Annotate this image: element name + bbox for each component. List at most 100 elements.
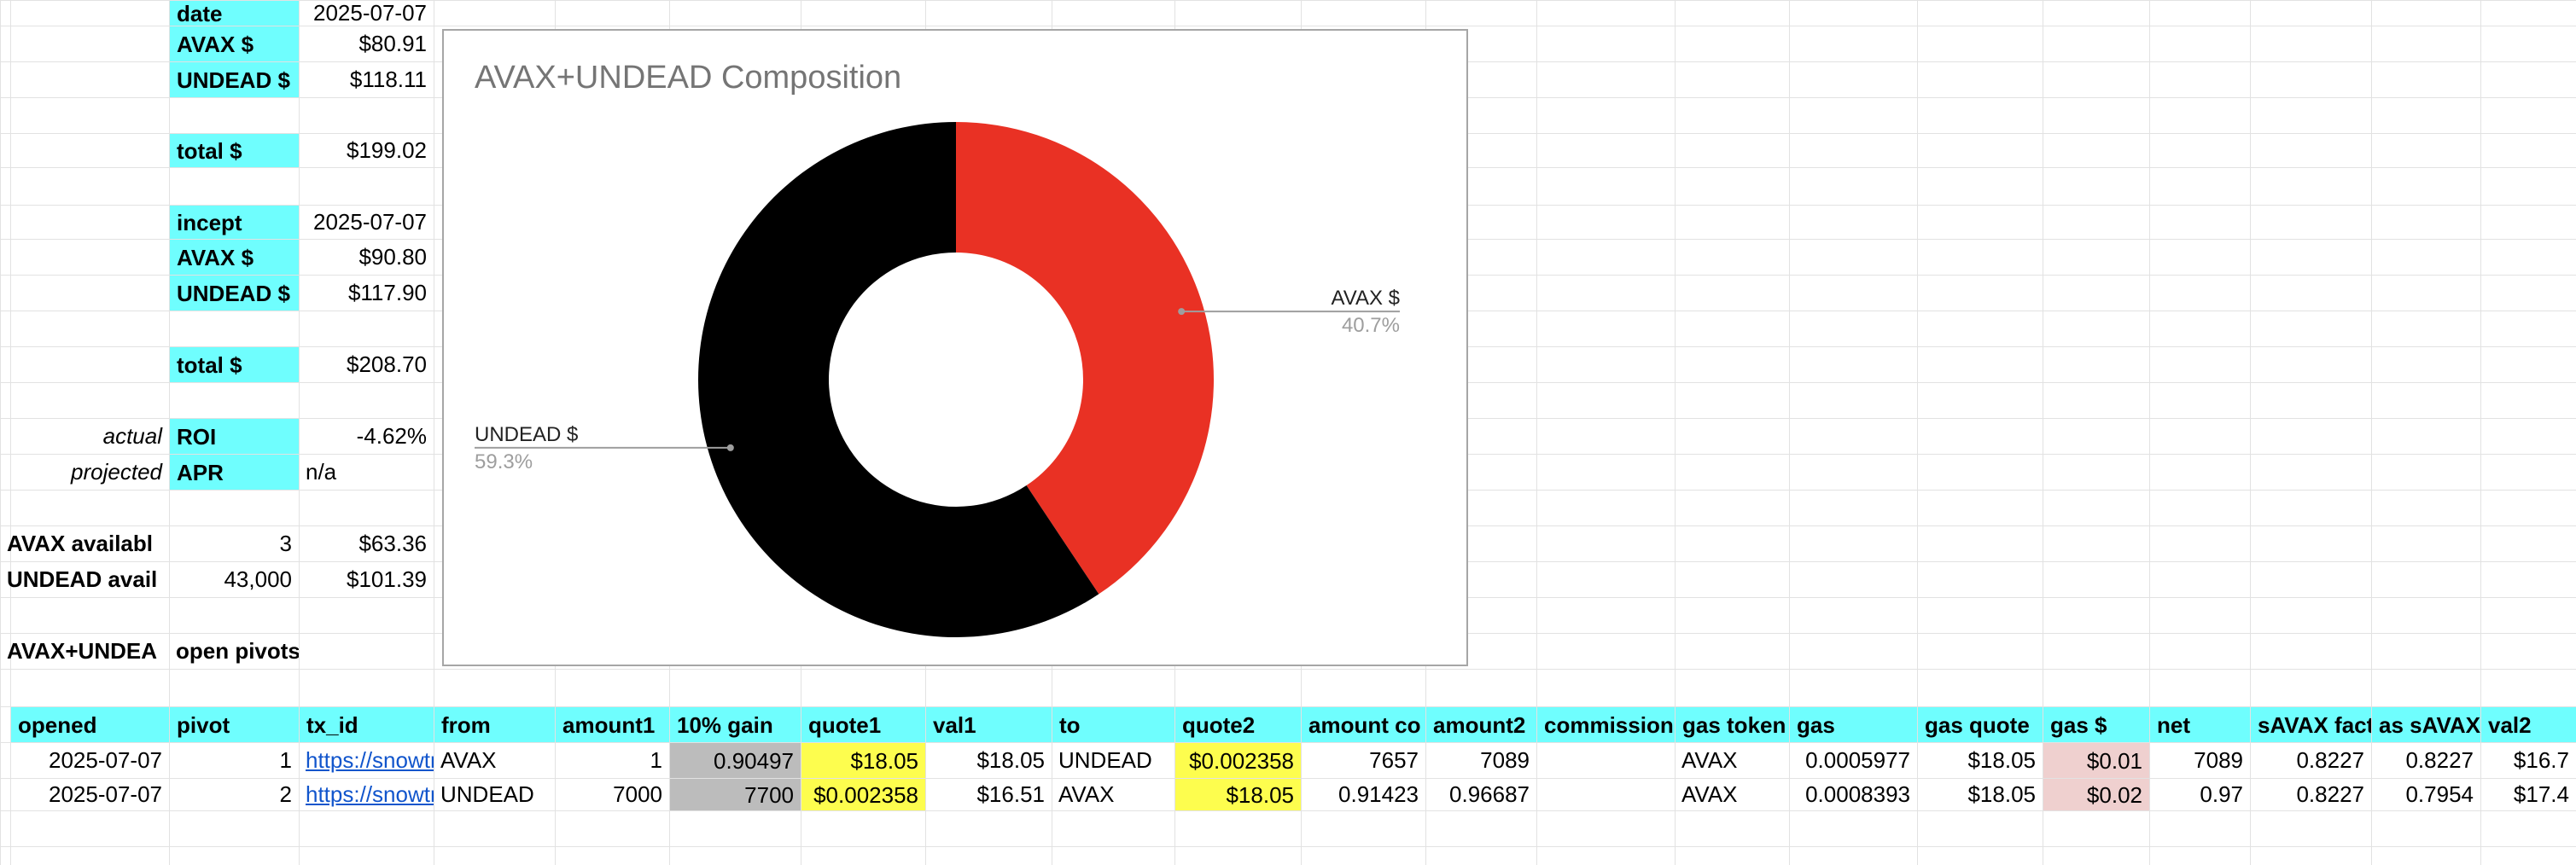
header-val1[interactable]: val1 xyxy=(925,706,1052,742)
header-gas-usd[interactable]: gas $ xyxy=(2043,706,2149,742)
apr-label[interactable]: APR xyxy=(169,454,299,490)
row1-quote2[interactable]: $0.002358 xyxy=(1174,742,1301,778)
header-gain-10pct[interactable]: 10% gain xyxy=(669,706,801,742)
row2-quote1[interactable]: $0.002358 xyxy=(801,778,925,810)
current_avax-label[interactable]: AVAX $ xyxy=(169,26,299,61)
header-tx-id[interactable]: tx_id xyxy=(299,706,434,742)
current_avax-value[interactable]: $80.91 xyxy=(358,31,427,56)
row1-amount-converted[interactable]: 7657 xyxy=(1369,747,1419,773)
row2-gain-10pct[interactable]: 7700 xyxy=(669,778,801,810)
slice-label-0: AVAX $ xyxy=(1332,287,1400,310)
donut-chart-plot: AVAX $ 40.7% UNDEAD $ 59.3% xyxy=(475,122,1400,637)
row1-amount2[interactable]: 7089 xyxy=(1480,747,1530,773)
header-as-savax[interactable]: as sAVAX xyxy=(2371,706,2480,742)
date-value[interactable]: 2025-07-07 xyxy=(313,0,427,26)
current_undead-value[interactable]: $118.11 xyxy=(349,67,427,92)
incept-value[interactable]: 2025-07-07 xyxy=(313,209,427,235)
row2-val2[interactable]: $17.4 xyxy=(2513,781,2569,807)
header-gas-quote[interactable]: gas quote xyxy=(1917,706,2043,742)
incept_avax-label[interactable]: AVAX $ xyxy=(169,239,299,275)
avax-available-usd[interactable]: $63.36 xyxy=(358,531,427,556)
row2-amount2[interactable]: 0.96687 xyxy=(1449,781,1530,807)
row2-gas[interactable]: 0.0008393 xyxy=(1805,781,1910,807)
roi-value[interactable]: -4.62% xyxy=(356,423,427,449)
row2-to[interactable]: AVAX xyxy=(1058,781,1115,807)
row1-as-savax[interactable]: 0.8227 xyxy=(2405,747,2474,773)
row1-quote1[interactable]: $18.05 xyxy=(801,742,925,778)
header-gas-token[interactable]: gas token xyxy=(1675,706,1789,742)
avax-available-qty[interactable]: 3 xyxy=(279,531,292,556)
row1-from[interactable]: AVAX xyxy=(440,747,497,773)
row2-amount-converted[interactable]: 0.91423 xyxy=(1338,781,1419,807)
avax-available-label[interactable]: AVAX availabl xyxy=(7,531,153,556)
header-from[interactable]: from xyxy=(434,706,555,742)
row1-gas[interactable]: 0.0005977 xyxy=(1805,747,1910,773)
slice-avax[interactable] xyxy=(956,122,1214,595)
undead-available-label[interactable]: UNDEAD avail xyxy=(7,566,158,592)
header-amount2[interactable]: amount2 xyxy=(1425,706,1536,742)
header-commission[interactable]: commission xyxy=(1536,706,1675,742)
apr-value[interactable]: n/a xyxy=(306,459,337,485)
header-val2[interactable]: val2 xyxy=(2480,706,2576,742)
row1-gain-10pct[interactable]: 0.90497 xyxy=(669,742,801,778)
header-amount1[interactable]: amount1 xyxy=(555,706,669,742)
incept_undead-value[interactable]: $117.90 xyxy=(347,280,427,305)
current_total-label[interactable]: total $ xyxy=(169,133,299,167)
row1-gas-token[interactable]: AVAX xyxy=(1681,747,1738,773)
composition-chart[interactable]: AVAX+UNDEAD Composition AVAX $ 40.7% UNDEA… xyxy=(442,29,1468,666)
date-label[interactable]: date xyxy=(169,0,299,26)
incept-label[interactable]: incept xyxy=(169,205,299,239)
header-quote2[interactable]: quote2 xyxy=(1174,706,1301,742)
undead-available-qty[interactable]: 43,000 xyxy=(224,566,292,592)
current_undead-label[interactable]: UNDEAD $ xyxy=(169,61,299,97)
header-net[interactable]: net xyxy=(2149,706,2250,742)
incept_total-value[interactable]: $208.70 xyxy=(347,351,427,377)
row1-gas-quote[interactable]: $18.05 xyxy=(1967,747,2036,773)
row1-pivot[interactable]: 1 xyxy=(279,747,292,773)
row2-quote2[interactable]: $18.05 xyxy=(1174,778,1301,810)
row1-tx-id[interactable]: https://snowtr xyxy=(306,747,434,773)
row1-amount1[interactable]: 1 xyxy=(650,747,662,773)
row1-gas-usd[interactable]: $0.01 xyxy=(2043,742,2149,778)
row2-from[interactable]: UNDEAD xyxy=(440,781,534,807)
row2-savax-factor[interactable]: 0.8227 xyxy=(2296,781,2364,807)
row2-commission[interactable] xyxy=(1536,778,1675,810)
header-pivot[interactable]: pivot xyxy=(169,706,299,742)
incept_avax-value[interactable]: $90.80 xyxy=(358,244,427,270)
actual-label[interactable]: actual xyxy=(102,423,162,449)
row2-opened[interactable]: 2025-07-07 xyxy=(49,781,162,807)
row2-tx-id[interactable]: https://snowtr xyxy=(306,781,434,807)
slice-undead[interactable] xyxy=(698,122,1099,637)
undead-available-usd[interactable]: $101.39 xyxy=(347,566,427,592)
roi-label[interactable]: ROI xyxy=(169,418,299,454)
row2-gas-token[interactable]: AVAX xyxy=(1681,781,1738,807)
row2-gas-usd[interactable]: $0.02 xyxy=(2043,778,2149,810)
row1-savax-factor[interactable]: 0.8227 xyxy=(2296,747,2364,773)
pivots-title-pair[interactable]: AVAX+UNDEA xyxy=(7,638,158,664)
row1-commission[interactable] xyxy=(1536,742,1675,778)
row2-as-savax[interactable]: 0.7954 xyxy=(2405,781,2474,807)
header-amount-converted[interactable]: amount co xyxy=(1301,706,1425,742)
projected-label[interactable]: projected xyxy=(71,459,162,485)
current_total-value[interactable]: $199.02 xyxy=(347,137,427,163)
incept_total-label[interactable]: total $ xyxy=(169,346,299,382)
incept_undead-label[interactable]: UNDEAD $ xyxy=(169,275,299,311)
row2-val1[interactable]: $16.51 xyxy=(976,781,1045,807)
header-quote1[interactable]: quote1 xyxy=(801,706,925,742)
row1-val2[interactable]: $16.7 xyxy=(2513,747,2569,773)
header-opened[interactable]: opened xyxy=(10,706,169,742)
row2-pivot[interactable]: 2 xyxy=(279,781,292,807)
row2-net[interactable]: 0.97 xyxy=(2200,781,2243,807)
slice-percent-0: 40.7% xyxy=(1342,314,1400,337)
header-gas[interactable]: gas xyxy=(1789,706,1917,742)
row1-opened[interactable]: 2025-07-07 xyxy=(49,747,162,773)
row2-amount1[interactable]: 7000 xyxy=(613,781,662,807)
row2-gas-quote[interactable]: $18.05 xyxy=(1967,781,2036,807)
header-savax-factor[interactable]: sAVAX facto xyxy=(2250,706,2371,742)
row1-to[interactable]: UNDEAD xyxy=(1058,747,1152,773)
pivots-title-open[interactable]: open pivots xyxy=(176,638,299,664)
header-to[interactable]: to xyxy=(1052,706,1174,742)
row1-val1[interactable]: $18.05 xyxy=(976,747,1045,773)
row1-net[interactable]: 7089 xyxy=(2194,747,2243,773)
